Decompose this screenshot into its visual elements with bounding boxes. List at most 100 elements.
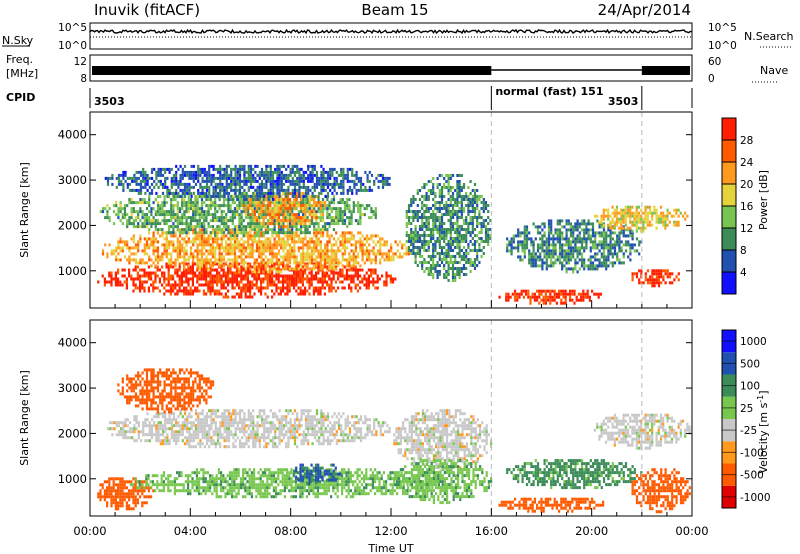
heatmap-cell — [489, 237, 492, 240]
heatmap-cell — [392, 255, 395, 259]
heatmap-cell — [132, 201, 135, 205]
heatmap-cell — [214, 185, 217, 189]
heatmap-cell — [200, 252, 204, 256]
heatmap-cell — [203, 210, 206, 214]
heatmap-cell — [207, 271, 210, 275]
heatmap-cell — [198, 213, 201, 217]
heatmap-cell — [141, 210, 144, 214]
heatmap-cell — [185, 201, 188, 205]
heatmap-cell — [440, 174, 444, 177]
heatmap-cell — [364, 185, 367, 189]
heatmap-cell — [280, 219, 283, 223]
heatmap-cell — [238, 207, 241, 211]
heatmap-cell — [319, 219, 322, 223]
heatmap-cell — [172, 246, 175, 250]
heatmap-cell — [445, 201, 448, 204]
heatmap-cell — [438, 207, 441, 210]
heatmap-cell — [284, 216, 287, 220]
heatmap-cell — [175, 188, 178, 192]
heatmap-cell — [386, 182, 389, 186]
heatmap-cell — [324, 188, 327, 192]
heatmap-cell — [293, 246, 296, 250]
heatmap-cell — [119, 207, 122, 211]
heatmap-cell — [263, 191, 266, 195]
heatmap-cell — [169, 289, 172, 293]
heatmap-cell — [249, 219, 252, 223]
heatmap-cell — [240, 295, 243, 299]
heatmap-cell — [432, 219, 435, 222]
heatmap-cell — [445, 234, 448, 237]
heatmap-cell — [198, 222, 201, 226]
heatmap-cell — [234, 194, 237, 198]
heatmap-cell — [262, 225, 265, 229]
heatmap-cell — [214, 182, 217, 186]
heatmap-cell — [183, 164, 187, 168]
heatmap-cell — [205, 194, 209, 198]
heatmap-cell — [368, 216, 371, 220]
heatmap-cell — [191, 277, 194, 281]
heatmap-cell — [198, 219, 201, 223]
heatmap-cell — [251, 286, 254, 290]
heatmap-cell — [467, 210, 470, 213]
heatmap-cell — [328, 207, 331, 211]
heatmap-cell — [286, 292, 289, 296]
heatmap-cell — [313, 264, 316, 268]
heatmap-cell — [304, 204, 307, 208]
heatmap-cell — [326, 231, 329, 235]
heatmap-cell — [183, 237, 186, 241]
heatmap-cell — [269, 246, 272, 250]
heatmap-cell — [254, 176, 257, 180]
heatmap-cell — [565, 240, 568, 244]
heatmap-cell — [586, 292, 589, 296]
heatmap-cell — [554, 252, 557, 256]
heatmap-cell — [148, 210, 151, 214]
heatmap-cell — [280, 228, 283, 232]
heatmap-cell — [238, 295, 241, 299]
heatmap-cell — [265, 191, 268, 195]
heatmap-cell — [225, 249, 228, 253]
heatmap-cell — [233, 231, 237, 235]
heatmap-cell — [242, 225, 245, 229]
heatmap-cell — [401, 246, 404, 250]
heatmap-cell — [319, 292, 322, 296]
nsearch-tick-bottom: 10^0 — [708, 40, 737, 52]
heatmap-cell — [432, 216, 435, 219]
heatmap-cell — [291, 191, 294, 195]
heatmap-cell — [139, 237, 142, 241]
heatmap-cell — [299, 274, 302, 278]
heatmap-cell — [234, 167, 237, 171]
heatmap-cell — [258, 240, 261, 244]
heatmap-cell — [238, 164, 242, 168]
heatmap-cell — [265, 173, 268, 177]
heatmap-cell — [150, 277, 153, 281]
heatmap-cell — [244, 207, 248, 211]
heatmap-cell — [183, 188, 187, 192]
heatmap-cell — [224, 295, 227, 299]
heatmap-cell — [416, 204, 419, 207]
heatmap-cell — [242, 268, 245, 272]
beam-title: Beam 15 — [361, 1, 428, 19]
heatmap-cell — [223, 185, 226, 189]
heatmap-cell — [440, 261, 444, 264]
heatmap-cell — [307, 164, 310, 168]
heatmap-cell — [273, 219, 276, 223]
heatmap-cell — [108, 271, 111, 275]
heatmap-cell — [425, 204, 428, 207]
heatmap-cell — [262, 268, 265, 272]
heatmap-cell — [356, 277, 359, 281]
heatmap-cell — [460, 210, 463, 213]
heatmap-cell — [192, 207, 195, 211]
heatmap-cell — [370, 216, 373, 220]
heatmap-cell — [311, 173, 314, 177]
heatmap-cell — [172, 210, 175, 214]
heatmap-cell — [547, 231, 551, 235]
heatmap-cell — [321, 207, 325, 211]
heatmap-cell — [211, 268, 214, 272]
heatmap-cell — [301, 292, 304, 296]
heatmap-cell — [156, 265, 159, 269]
heatmap-cell — [240, 258, 243, 262]
heatmap-cell — [445, 174, 448, 177]
heatmap-cell — [330, 258, 333, 262]
heatmap-cell — [144, 179, 147, 183]
heatmap-cell — [311, 185, 314, 189]
